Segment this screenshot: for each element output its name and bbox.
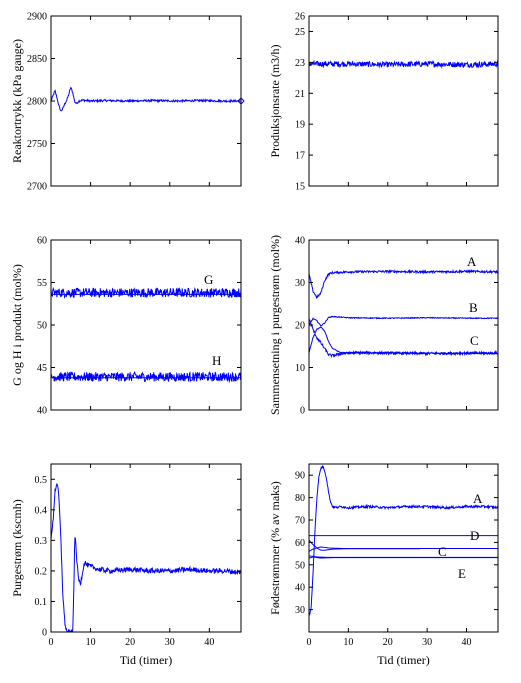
x-tick-label: 30 — [165, 637, 175, 648]
y-axis-label: G og H i produkt (mol%) — [10, 264, 24, 386]
y-tick-label: 2700 — [27, 182, 47, 193]
x-tick-label: 20 — [383, 637, 393, 648]
x-tick-label: 30 — [422, 637, 432, 648]
series-label-e: E — [458, 566, 466, 581]
series-line-a — [309, 268, 498, 300]
series-line-c — [309, 326, 498, 355]
panel-purgestrom: 0 0.1 0.2 0.3 0.4 0.5 0 10 20 30 40 Purgestrøm (ksc… — [10, 463, 242, 667]
y-tick-label: 0.1 — [35, 597, 48, 608]
series-line-g — [51, 286, 241, 299]
y-tick-label: 45 — [37, 363, 47, 374]
series-label-c: C — [438, 544, 447, 559]
x-axis-label: Tid (timer) — [377, 653, 430, 667]
y-tick-label: 2750 — [27, 139, 47, 150]
y-tick-label: 50 — [295, 560, 305, 571]
panel-g-og-h-i-produkt: G H 40 45 50 55 60 G og H i produkt (mol%) — [10, 236, 242, 417]
y-tick-label: 90 — [295, 471, 305, 482]
x-tick-label: 0 — [49, 637, 54, 648]
y-tick-label: 23 — [295, 58, 305, 69]
y-tick-label: 2900 — [27, 12, 47, 23]
y-axis-label: Reaktortrykk (kPa gauge) — [10, 39, 24, 163]
series-label-g: G — [204, 272, 213, 287]
series-label-b: B — [469, 300, 478, 315]
y-tick-label: 40 — [37, 406, 47, 417]
y-tick-label: 26 — [295, 12, 305, 23]
y-tick-label: 0.3 — [35, 536, 48, 547]
series-line-b — [309, 315, 498, 327]
x-tick-label: 40 — [462, 637, 472, 648]
y-axis-label: Sammensetning i purgestrøm (mol%) — [268, 235, 282, 415]
axes-frame — [50, 463, 242, 633]
y-tick-label: 55 — [37, 278, 47, 289]
y-axis-label: Produksjonsrate (m3/h) — [268, 45, 282, 158]
y-tick-label: 17 — [295, 151, 305, 162]
series-label-d: D — [470, 528, 479, 543]
series-line-h — [51, 370, 241, 384]
axes-frame — [308, 463, 499, 633]
axes-frame — [50, 239, 242, 411]
y-tick-label: 0 — [42, 628, 47, 639]
series-label-c: C — [470, 333, 479, 348]
y-tick-label: 20 — [295, 321, 305, 332]
y-tick-label: 70 — [295, 516, 305, 527]
y-tick-label: 50 — [37, 321, 47, 332]
y-axis-label: Fødestrømmer (% av maks) — [268, 481, 282, 615]
x-axis-label: Tid (timer) — [120, 653, 173, 667]
x-tick-label: 20 — [125, 637, 135, 648]
y-tick-label: 19 — [295, 120, 305, 131]
y-tick-label: 21 — [295, 89, 305, 100]
series-line-c — [309, 546, 498, 552]
y-tick-label: 25 — [295, 27, 305, 38]
axes-frame — [308, 15, 499, 187]
series-line — [309, 318, 498, 358]
series-line-a — [309, 465, 498, 617]
series-line — [51, 86, 241, 112]
y-tick-label: 2800 — [27, 97, 47, 108]
x-tick-label: 10 — [343, 637, 353, 648]
y-axis-label: Purgestrøm (kscmh) — [10, 499, 24, 596]
panel-produksjonsrate: 15 17 19 21 23 25 26 Produksjonsrate (m3/h) — [268, 12, 499, 193]
series-label-h: H — [212, 353, 221, 368]
panel-sammensetning-i-purgestrom: A B C 0 10 20 30 40 Sammensetning i purgestrøm (… — [268, 235, 499, 417]
series-label-a: A — [467, 254, 477, 269]
y-tick-label: 0.2 — [35, 566, 48, 577]
y-tick-label: 0 — [300, 406, 305, 417]
y-tick-label: 15 — [295, 182, 305, 193]
series-line-e — [309, 556, 498, 559]
x-tick-label: 10 — [86, 637, 96, 648]
y-tick-label: 60 — [37, 236, 47, 247]
panel-reaktortrykk: 2700 2750 2800 2850 2900 Reaktortrykk (kPa ga… — [10, 12, 245, 193]
y-tick-label: 2850 — [27, 54, 47, 65]
y-tick-label: 40 — [295, 236, 305, 247]
y-tick-label: 40 — [295, 583, 305, 594]
series-line — [309, 59, 498, 69]
series-line — [51, 482, 241, 632]
y-tick-label: 30 — [295, 605, 305, 616]
y-tick-label: 0.5 — [35, 475, 48, 486]
y-tick-label: 0.4 — [35, 505, 48, 516]
y-tick-label: 80 — [295, 493, 305, 504]
panel-fodestrommer: A D CE 30 40 50 60 70 80 90 0 10 20 30 40 Fødestrømmer … — [268, 463, 499, 667]
x-tick-label: 0 — [307, 637, 312, 648]
y-tick-label: 60 — [295, 538, 305, 549]
x-tick-label: 40 — [204, 637, 214, 648]
series-label-a: A — [473, 491, 483, 506]
y-tick-label: 30 — [295, 278, 305, 289]
y-tick-label: 10 — [295, 363, 305, 374]
